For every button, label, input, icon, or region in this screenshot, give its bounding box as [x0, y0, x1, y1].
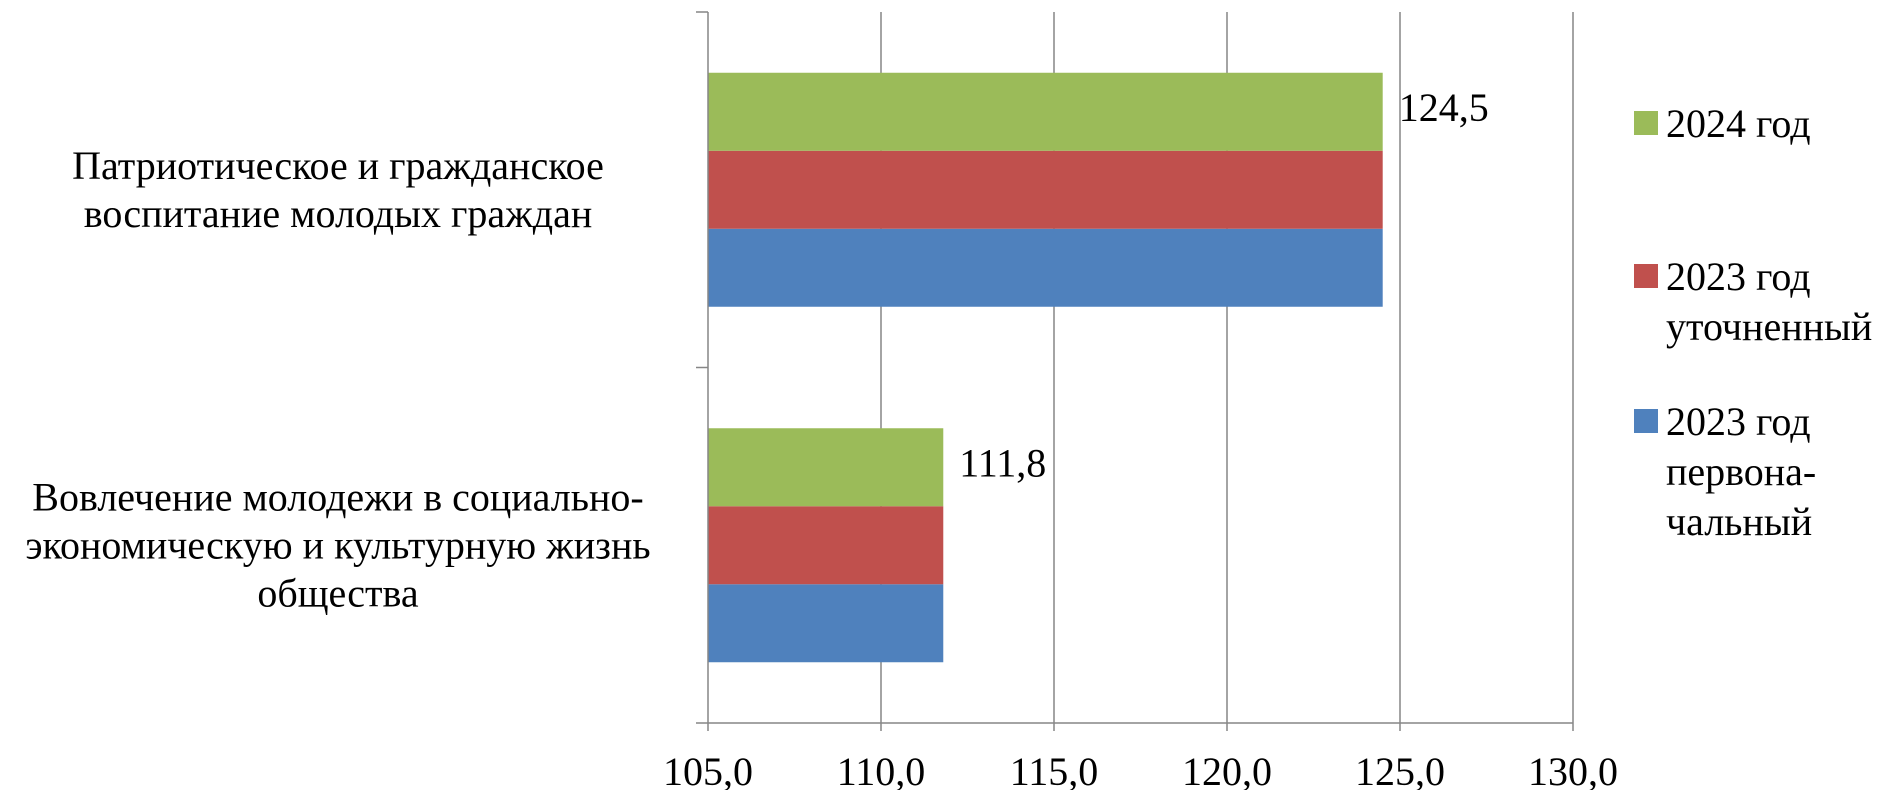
- bar: [708, 506, 943, 584]
- bar: [708, 73, 1383, 151]
- bars: [708, 73, 1383, 663]
- bar: [708, 229, 1383, 307]
- bar: [708, 151, 1383, 229]
- legend-label: 2024 год: [1666, 101, 1811, 146]
- x-tick-label: 120,0: [1182, 749, 1272, 790]
- legend-label: 2023 год перво­на-чальный: [1666, 399, 1816, 544]
- bar: [708, 428, 943, 506]
- data-label: 111,8: [959, 440, 1046, 485]
- legend-swatch: [1634, 264, 1658, 288]
- legend: 2024 год 2023 год уточненный 2023 год перво­…: [1634, 101, 1872, 544]
- x-tick-label: 130,0: [1528, 749, 1618, 790]
- x-tick-label: 125,0: [1355, 749, 1445, 790]
- bar: [708, 584, 943, 662]
- x-tick-label: 110,0: [837, 749, 926, 790]
- legend-swatch: [1634, 111, 1658, 135]
- x-tick-label: 105,0: [663, 749, 753, 790]
- category-label: Патриотическое и гражданское воспитание м…: [72, 143, 604, 236]
- legend-label: 2023 год уточненный: [1666, 254, 1872, 349]
- legend-swatch: [1634, 409, 1658, 433]
- category-label: Вовлечение молодежи в социально-экономич…: [25, 474, 650, 615]
- x-tick-label: 115,0: [1010, 749, 1099, 790]
- data-label: 124,5: [1399, 85, 1489, 130]
